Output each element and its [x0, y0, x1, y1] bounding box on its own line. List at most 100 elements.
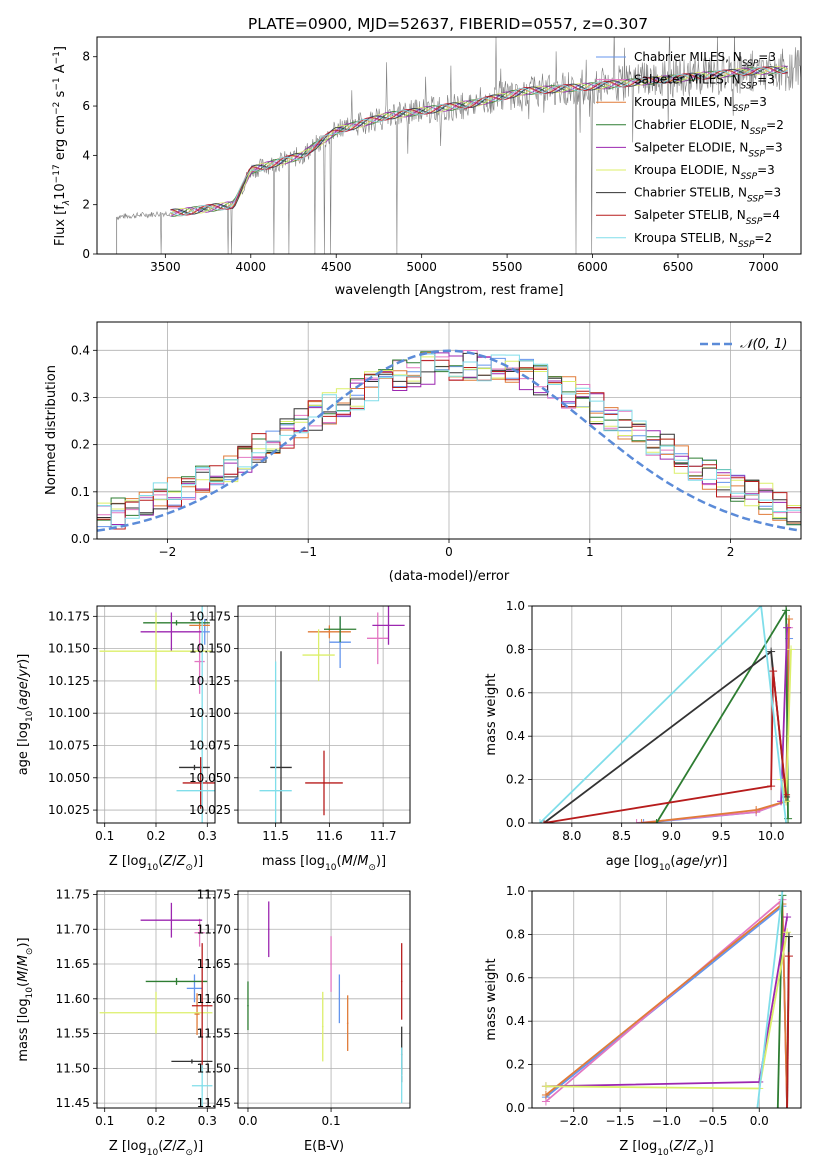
x-tick-label: 9.5	[712, 829, 731, 843]
x-tick-label: 0.3	[198, 1114, 217, 1128]
point-marker	[376, 637, 379, 640]
x-tick-label: 0.1	[95, 829, 114, 843]
point-marker	[387, 624, 390, 627]
series-group-spectrum	[116, 37, 801, 254]
y-tick-label: 10.100	[189, 706, 231, 720]
mass-weight-line	[776, 895, 784, 1108]
x-tick-label: 4500	[321, 260, 352, 274]
y-tick-label: 6	[82, 99, 90, 113]
x-tick-label: 11.6	[316, 829, 343, 843]
y-tick-label: 0.0	[506, 816, 525, 830]
y-tick-label: 0.0	[71, 532, 90, 546]
x-tick-label: 5500	[492, 260, 523, 274]
y-tick-label: 10.050	[48, 771, 90, 785]
axes-massweight-vs-age: 8.0 8.5 9.0 9.5 10.0 0.0 0.2 0.4 0.6 0.8 1.0 age [l…	[484, 599, 802, 873]
y-tick-label: 0.6	[506, 686, 525, 700]
point-marker	[317, 654, 320, 656]
x-tick-label: 0.0	[238, 1114, 257, 1128]
plot-frame	[96, 36, 802, 255]
point-marker	[280, 766, 282, 769]
spectrum-data-line	[116, 37, 801, 254]
x-tick-label: −1	[299, 545, 317, 559]
figure-title: PLATE=0900, MJD=52637, FIBERID=0557, z=0…	[248, 15, 648, 33]
x-tick-label: 0.1	[95, 1114, 114, 1128]
series-group-age-vs-mass	[259, 606, 405, 823]
y-tick-label: 4	[82, 148, 90, 162]
x-tick-label: 0.1	[322, 1114, 341, 1128]
normal-curve	[97, 349, 801, 532]
point-marker	[193, 766, 196, 769]
x-tick-label: 7000	[748, 260, 779, 274]
y-tick-label: 0.6	[506, 971, 525, 985]
y-tick-label: 10.150	[189, 642, 231, 656]
y-tick-label: 11.45	[197, 1096, 231, 1110]
x-tick-label: 11.7	[370, 829, 397, 843]
legend-entry: Kroupa STELIB, NSSP=2	[634, 231, 772, 250]
x-tick-label: 0.2	[146, 1114, 165, 1128]
x-tick-label: 11.5	[262, 829, 289, 843]
y-tick-label: 11.55	[197, 1027, 231, 1041]
y-tick-label: 0.1	[71, 485, 90, 499]
point-marker	[175, 980, 178, 983]
model-line-salpeter-stelib	[170, 66, 788, 216]
y-tick-label: 0.8	[506, 927, 525, 941]
point-marker	[328, 631, 331, 633]
series-group-mass-vs-Z	[99, 902, 213, 1107]
point-marker	[339, 628, 341, 631]
point-marker	[198, 624, 201, 627]
x-tick-label: −0.5	[698, 1114, 727, 1128]
y-tick-label: 11.75	[197, 887, 231, 901]
x-tick-label: 1	[586, 545, 594, 559]
point-marker	[201, 789, 203, 792]
x-tick-label: 0.0	[750, 1114, 769, 1128]
point-marker	[198, 660, 201, 663]
mass-weight-line	[655, 607, 789, 823]
y-axis-label: mass [log10(M/M⊙)]	[16, 937, 35, 1061]
y-tick-label: 11.45	[56, 1096, 90, 1110]
point-marker	[201, 1004, 203, 1007]
y-tick-label: 0.4	[506, 1014, 525, 1028]
y-tick-label: 11.55	[56, 1027, 90, 1041]
y-tick-label: 11.65	[56, 957, 90, 971]
point-marker	[155, 1011, 157, 1014]
series-group-massweight-vs-age	[535, 606, 796, 823]
y-tick-label: 0.3	[71, 390, 90, 404]
series-group-age-vs-Z	[99, 606, 215, 823]
x-axis-label: mass [log10(M/M⊙)]	[262, 854, 386, 873]
axes-massweight-vs-Z: −2.0 −1.5 −1.0 −0.5 0.0 0.0 0.2 0.4 0.6 0.8 1.0 Z […	[484, 884, 802, 1158]
point-marker	[196, 1013, 198, 1015]
x-tick-label: 9.0	[662, 829, 681, 843]
x-axis-label: Z [log10(Z/Z⊙)]	[109, 1139, 203, 1158]
x-axis-label: E(B-V)	[304, 1139, 344, 1154]
point-marker	[170, 919, 173, 922]
x-tick-label: 0.3	[198, 829, 217, 843]
y-tick-label: 8	[82, 50, 90, 64]
y-tick-label: 11.65	[197, 957, 231, 971]
point-marker	[199, 782, 202, 784]
series-group-mass-vs-EBV	[247, 901, 403, 1104]
y-tick-label: 1.0	[506, 599, 525, 613]
x-axis-label: Z [log10(Z/Z⊙)]	[619, 1139, 713, 1158]
x-tick-label: −2.0	[559, 1114, 588, 1128]
legend-entry: Kroupa ELODIE, NSSP=3	[634, 163, 775, 182]
y-axis-label: mass weight	[484, 958, 499, 1040]
legend-entry: Chabrier STELIB, NSSP=3	[634, 186, 781, 205]
axes-layer: 3500 4000 4500 5000 5500 6000 6500 7000 0 2 4 6 8 wav…	[16, 36, 802, 1158]
y-tick-label: 10.075	[189, 739, 231, 753]
y-tick-label: 0.4	[506, 729, 525, 743]
x-tick-label: −2	[159, 545, 177, 559]
y-tick-label: 11.60	[197, 992, 231, 1006]
legend-entry: Salpeter ELODIE, NSSP=3	[634, 140, 783, 159]
x-tick-label: 6000	[577, 260, 608, 274]
point-marker	[193, 987, 196, 990]
point-marker	[203, 631, 206, 633]
x-tick-label: 0.2	[146, 829, 165, 843]
y-tick-label: 0.2	[506, 773, 525, 787]
x-tick-label: 3500	[150, 260, 181, 274]
series-group-residuals	[97, 349, 801, 532]
histogram-kroupa-stelib	[97, 353, 801, 527]
x-tick-label: 5000	[406, 260, 437, 274]
y-tick-label: 10.175	[48, 609, 90, 623]
point-marker	[198, 931, 201, 934]
axes-age-vs-Z: 0.1 0.2 0.3 10.025 10.050 10.075 10.100 10.125 1…	[16, 605, 217, 873]
